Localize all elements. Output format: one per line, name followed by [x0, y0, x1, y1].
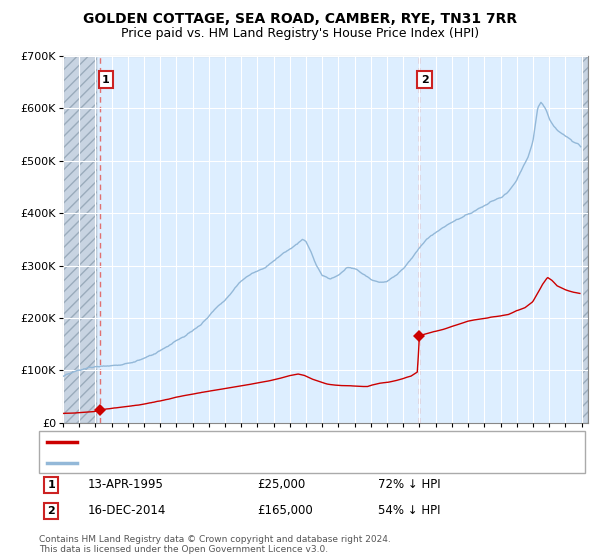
Text: HPI: Average price, detached house, Rother: HPI: Average price, detached house, Roth…	[83, 458, 310, 468]
Text: 1: 1	[47, 480, 55, 490]
Text: Contains HM Land Registry data © Crown copyright and database right 2024.: Contains HM Land Registry data © Crown c…	[39, 535, 391, 544]
Text: GOLDEN COTTAGE, SEA ROAD, CAMBER, RYE, TN31 7RR: GOLDEN COTTAGE, SEA ROAD, CAMBER, RYE, T…	[83, 12, 517, 26]
Text: £165,000: £165,000	[257, 504, 313, 517]
Bar	[63, 56, 97, 423]
Text: GOLDEN COTTAGE, SEA ROAD, CAMBER, RYE, TN31 7RR (detached house): GOLDEN COTTAGE, SEA ROAD, CAMBER, RYE, T…	[83, 437, 469, 447]
FancyBboxPatch shape	[39, 431, 585, 473]
Text: 1: 1	[102, 74, 110, 85]
Bar	[581, 56, 588, 423]
Text: 54% ↓ HPI: 54% ↓ HPI	[377, 504, 440, 517]
Text: Price paid vs. HM Land Registry's House Price Index (HPI): Price paid vs. HM Land Registry's House …	[121, 27, 479, 40]
Text: 16-DEC-2014: 16-DEC-2014	[88, 504, 167, 517]
Text: 2: 2	[47, 506, 55, 516]
Text: This data is licensed under the Open Government Licence v3.0.: This data is licensed under the Open Gov…	[39, 545, 328, 554]
Text: £25,000: £25,000	[257, 478, 305, 492]
Text: 13-APR-1995: 13-APR-1995	[88, 478, 164, 492]
Text: 2: 2	[421, 74, 428, 85]
Text: 72% ↓ HPI: 72% ↓ HPI	[377, 478, 440, 492]
